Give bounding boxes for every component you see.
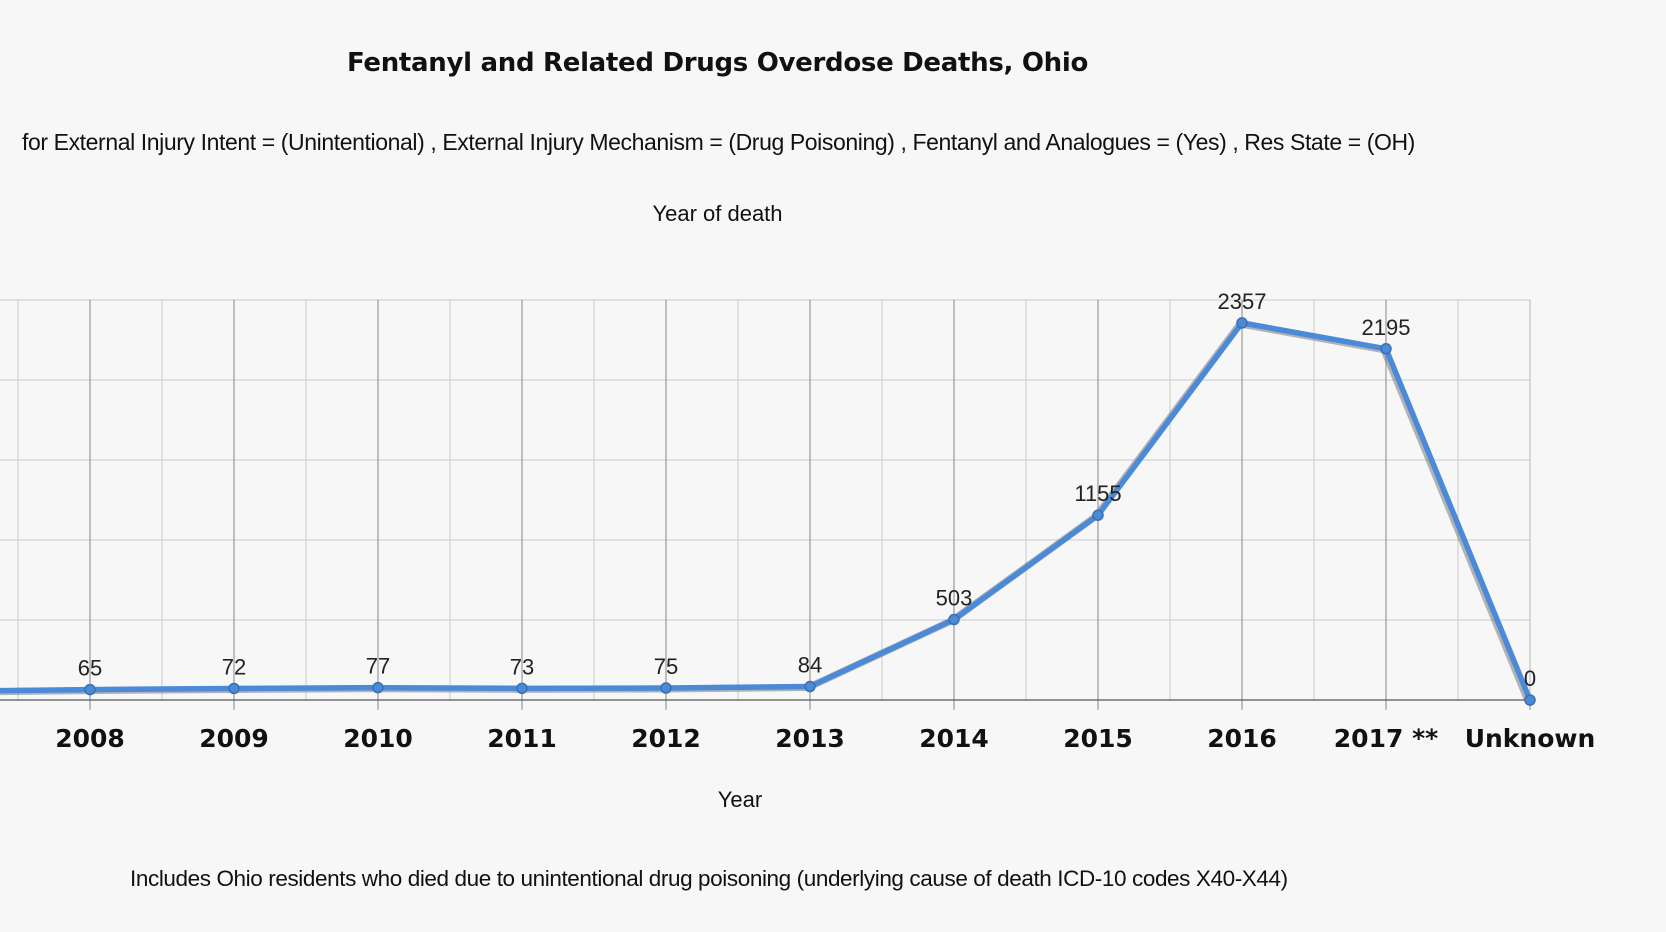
data-label: 77 xyxy=(366,654,390,679)
x-axis: 2008 2009 2010 2011 2012 2013 2014 2015 2016 2017… xyxy=(55,724,1595,753)
data-point xyxy=(1092,509,1104,521)
data-point xyxy=(1380,343,1392,355)
data-point xyxy=(804,680,816,693)
data-labels: 65 72 77 73 75 84 503 1155 2357 2195 0 xyxy=(78,289,1536,691)
data-label: 2195 xyxy=(1362,315,1411,340)
x-tick-label: 2015 xyxy=(1063,724,1133,753)
data-point xyxy=(228,682,240,695)
x-axis-title: Year xyxy=(718,787,762,812)
data-points xyxy=(84,317,1536,706)
data-label: 503 xyxy=(936,586,973,611)
x-tick-label: 2017 ** xyxy=(1334,724,1438,753)
data-label: 75 xyxy=(654,654,678,679)
series-line xyxy=(0,320,1533,703)
data-point xyxy=(1236,317,1248,329)
chart-title: Fentanyl and Related Drugs Overdose Deat… xyxy=(346,48,1089,78)
x-tick-label: 2016 xyxy=(1207,724,1277,753)
x-tick-label: 2012 xyxy=(631,724,701,753)
x-tick-label: Unknown xyxy=(1465,724,1596,753)
chart-subtitle: for External Injury Intent = (Unintentio… xyxy=(22,129,1415,155)
data-label: 2357 xyxy=(1218,289,1267,314)
x-tick-label: 2014 xyxy=(919,724,989,753)
x-tick-label: 2009 xyxy=(199,724,269,753)
data-label: 0 xyxy=(1524,666,1536,691)
series-line-layer xyxy=(0,320,1533,705)
data-point xyxy=(84,683,96,696)
series-header: Year of death xyxy=(652,201,783,226)
data-label: 72 xyxy=(222,654,246,679)
data-label: 65 xyxy=(78,656,102,681)
data-point xyxy=(516,682,528,695)
data-point xyxy=(372,681,384,694)
data-point xyxy=(1524,694,1536,706)
data-point xyxy=(948,613,960,626)
data-label: 84 xyxy=(798,653,822,678)
data-label: 73 xyxy=(510,654,534,679)
data-label: 1155 xyxy=(1074,481,1121,506)
footnote: Includes Ohio residents who died due to … xyxy=(130,866,1288,891)
x-tick-label: 2013 xyxy=(775,724,845,753)
x-tick-label: 2008 xyxy=(55,724,125,753)
grid xyxy=(0,299,1531,710)
data-point xyxy=(660,682,672,694)
x-tick-label: 2010 xyxy=(343,724,413,753)
x-tick-label: 2011 xyxy=(487,724,557,753)
